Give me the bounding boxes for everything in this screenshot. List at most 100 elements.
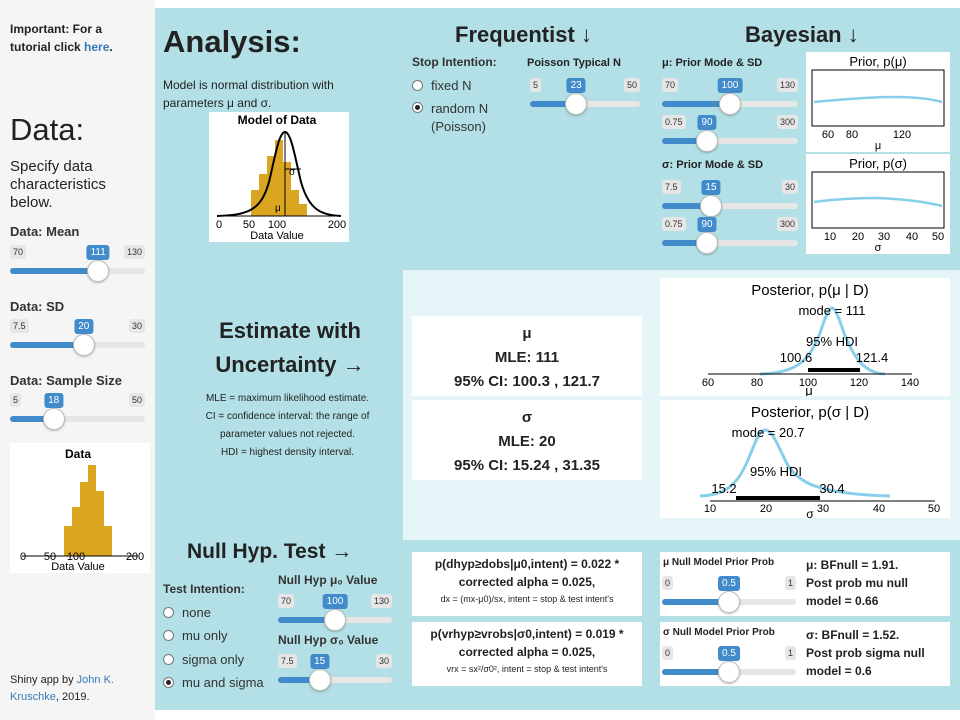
mu0-slider[interactable]: 70 130 100 <box>278 594 392 631</box>
slider-handle[interactable] <box>695 232 718 254</box>
posterior-sigma-tick: 10 <box>704 503 716 515</box>
tutorial-link[interactable]: here <box>84 40 110 54</box>
mu-mle: MLE: 111 <box>494 349 560 366</box>
slider-track[interactable] <box>10 416 145 422</box>
credit: Shiny app by John K. Kruschke, 2019. <box>10 672 145 706</box>
prior-mu-curve <box>813 95 943 104</box>
slider-value: 111 <box>86 245 110 260</box>
sigma-prior-mode-slider[interactable]: 7.5 30 15 <box>662 180 798 217</box>
slider-handle[interactable] <box>87 260 110 282</box>
p-vr-definition: vrx = sx²/σ0², intent = stop & test inte… <box>446 664 608 674</box>
posterior-sigma-hdi-high: 30.4 <box>819 481 844 496</box>
note-line: MLE = maximum likelihood estimate. <box>205 393 370 404</box>
hist-bar <box>72 507 80 556</box>
prior-sigma-frame <box>811 171 945 229</box>
slider-max: 300 <box>776 217 798 231</box>
hist-tick: 50 <box>44 551 56 563</box>
bayesian-heading: Bayesian ↓ <box>745 22 859 47</box>
prior-mu-tick: 80 <box>846 129 858 141</box>
poisson-slider[interactable]: 5 50 23 <box>530 78 640 115</box>
prior-sigma-tick: 40 <box>906 231 918 243</box>
posterior-mu-tick: 80 <box>751 377 763 389</box>
sigma0-slider[interactable]: 7.5 30 15 <box>278 654 392 691</box>
slider-track[interactable] <box>662 240 798 246</box>
mu-prior-mode-slider[interactable]: 70 130 100 <box>662 78 798 115</box>
slider-max: 30 <box>375 654 392 668</box>
prior-mu-svg: Prior, p(μ) 60 80 120 μ <box>811 54 945 152</box>
slider-fill <box>662 138 707 144</box>
model-bar <box>275 140 283 216</box>
p-d-definition: dx = (mx-μ0)/sx, intent = stop & test in… <box>440 594 614 604</box>
author-link[interactable]: John K. Kruschke <box>10 674 114 703</box>
hist-tick: 0 <box>20 551 26 563</box>
model-bar <box>251 190 259 216</box>
model-tick: 200 <box>328 219 346 231</box>
hist-tick: 200 <box>126 551 144 563</box>
slider-min: 5 <box>530 78 542 92</box>
prior-sigma-xlabel: σ <box>875 242 882 254</box>
radio-mu-only[interactable]: mu only <box>163 628 228 643</box>
data-histogram-svg: Data 0 50 100 200 Data Value <box>20 447 144 573</box>
slider-handle[interactable] <box>695 130 718 152</box>
slider-handle[interactable] <box>718 591 740 613</box>
mu-null-prior-label: μ Null Model Prior Prob <box>663 557 775 568</box>
radio-dot <box>412 102 423 113</box>
sd-slider[interactable]: 7.5 30 20 <box>10 319 145 356</box>
radio-mu-and-sigma[interactable]: mu and sigma <box>163 675 264 690</box>
radio-fixed-n[interactable]: fixed N <box>412 78 471 93</box>
slider-max: 30 <box>781 180 798 194</box>
radio-label: random N (Poisson) <box>431 101 489 134</box>
p-d-value: p(dhyp≥dobs|μ0,intent) = 0.022 * <box>434 557 620 571</box>
mean-slider[interactable]: 70 130 111 <box>10 245 145 282</box>
slider-handle[interactable] <box>699 195 722 217</box>
slider-fill <box>278 677 320 683</box>
slider-handle[interactable] <box>324 609 346 631</box>
p-vr-value: p(vrhyp≥vrobs|σ0,intent) = 0.019 * <box>430 627 624 641</box>
frequentist-heading: Frequentist ↓ <box>455 22 592 47</box>
slider-min: 70 <box>278 594 295 608</box>
slider-handle[interactable] <box>719 93 741 115</box>
slider-max: 1 <box>784 646 796 660</box>
model-tick: 100 <box>268 219 286 231</box>
model-plot-svg: Model of Data σ μ 0 50 100 200 <box>216 113 346 242</box>
nht-heading: Null Hyp. Test → <box>187 540 353 563</box>
sample-size-slider[interactable]: 5 50 18 <box>10 393 145 430</box>
radio-random-n[interactable]: random N (Poisson) <box>412 100 507 136</box>
posterior-mu-svg: Posterior, p(μ | D) mode = 111 95% HDI 1… <box>702 282 919 398</box>
note-line: CI = confidence interval: the range of <box>205 411 370 422</box>
slider-track[interactable] <box>662 203 798 209</box>
slider-fill <box>662 599 729 605</box>
radio-dot <box>163 677 174 688</box>
model-bar <box>283 162 291 216</box>
posterior-mu-tick: 120 <box>850 377 868 389</box>
radio-sigma-only[interactable]: sigma only <box>163 652 244 667</box>
slider-handle[interactable] <box>718 661 740 683</box>
sigma-null-prior-slider[interactable]: 0 1 0.5 <box>662 646 796 683</box>
radio-dot <box>163 630 174 641</box>
mu-ci: 95% CI: 100.3 , 121.7 <box>454 373 600 390</box>
mu-prior-sd-slider[interactable]: 0.75 300 90 <box>662 115 798 152</box>
prior-mu-xlabel: μ <box>875 140 881 152</box>
slider-handle[interactable] <box>565 93 588 115</box>
sample-size-label: Data: Sample Size <box>10 373 122 388</box>
slider-track[interactable] <box>662 138 798 144</box>
radio-none[interactable]: none <box>163 605 211 620</box>
radio-dot <box>412 80 423 91</box>
slider-handle[interactable] <box>72 334 95 356</box>
model-tick: 50 <box>243 219 255 231</box>
radio-label: fixed N <box>431 78 472 93</box>
prior-sigma-tick: 10 <box>824 231 836 243</box>
slider-min: 70 <box>10 245 27 259</box>
sigma-prior-sd-slider[interactable]: 0.75 300 90 <box>662 217 798 254</box>
sigma-estimate-box: σ MLE: 20 95% CI: 15.24 , 31.35 <box>412 400 642 480</box>
prior-mu-tick: 60 <box>822 129 834 141</box>
model-of-data-plot: Model of Data σ μ 0 50 100 200 <box>209 112 349 242</box>
mu-null-prior-slider[interactable]: 0 1 0.5 <box>662 576 796 613</box>
slider-handle[interactable] <box>42 408 65 430</box>
posterior-mu-tick: 140 <box>901 377 919 389</box>
slider-handle[interactable] <box>308 669 331 691</box>
slider-value: 0.5 <box>718 576 740 591</box>
slider-max: 50 <box>128 393 145 407</box>
slider-track[interactable] <box>278 677 392 683</box>
hist-bar <box>64 526 72 556</box>
